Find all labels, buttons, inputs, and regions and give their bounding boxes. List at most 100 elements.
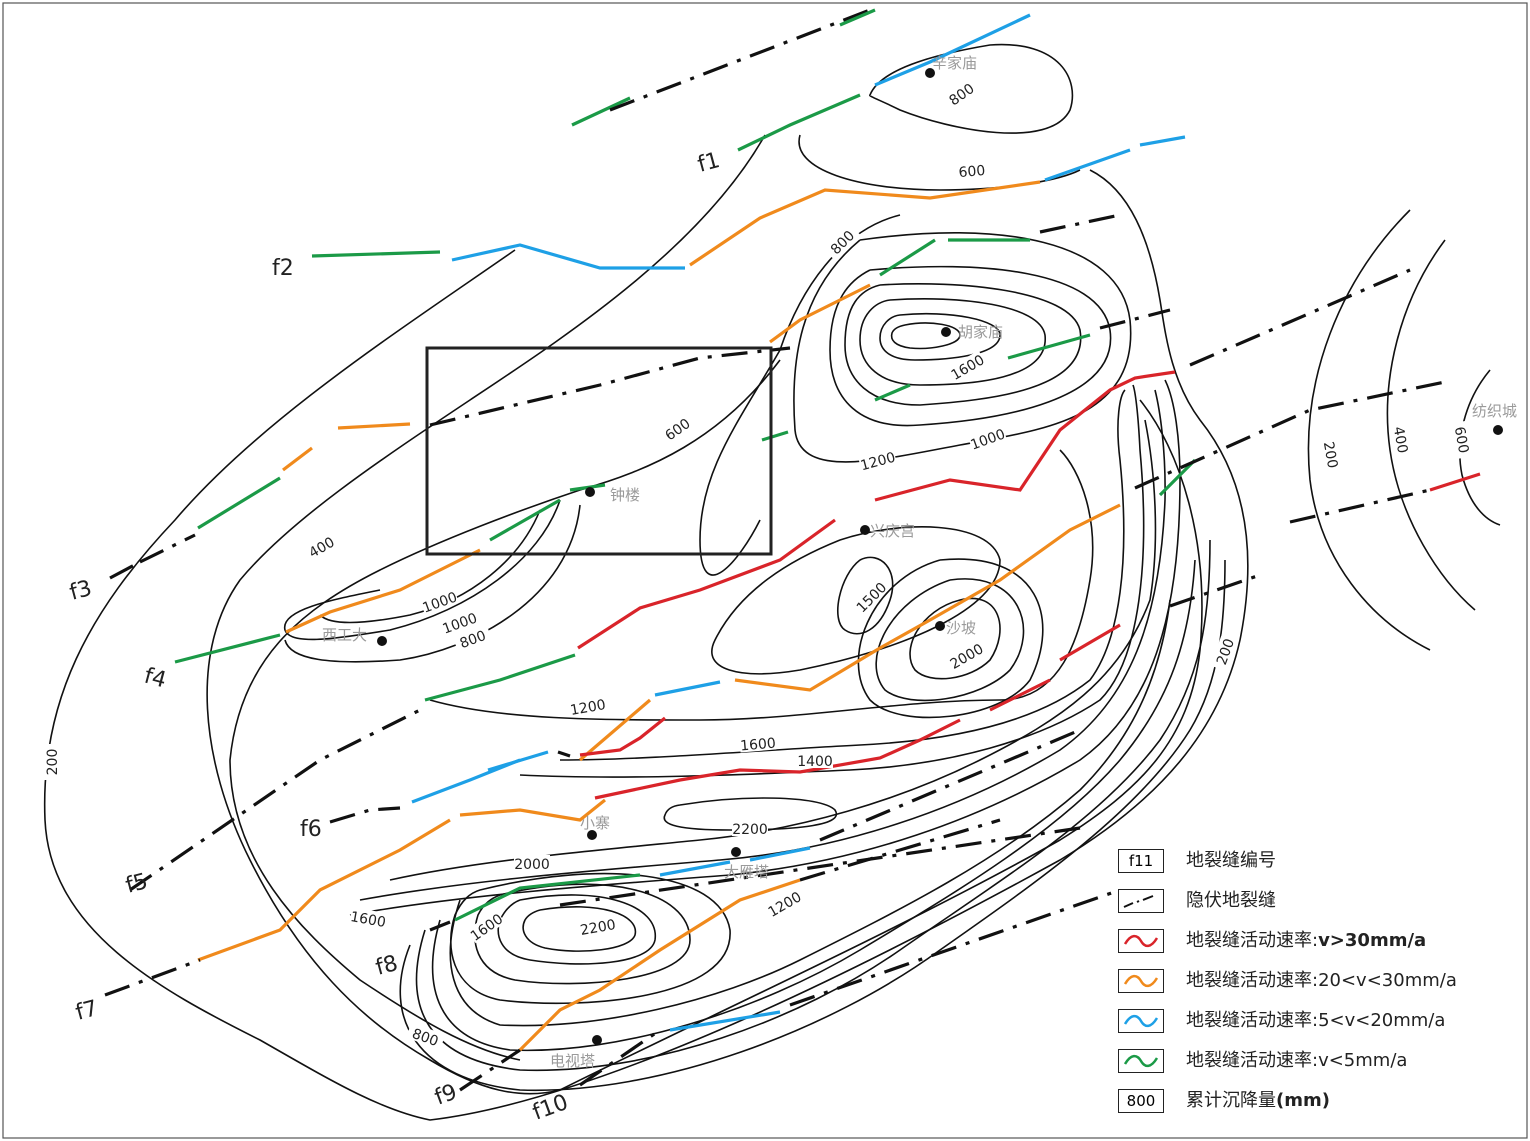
legend-symbol-blue	[1118, 1009, 1164, 1033]
legend-label: 地裂缝活动速率:5<v<20mm/a	[1186, 1010, 1446, 1031]
contour-label-bg	[301, 530, 341, 563]
contour-800-xinjia	[869, 43, 1074, 134]
place-label-xigongda: 西工大	[322, 626, 367, 644]
fault-ids: f1 f2 f3 f4 f5 f6 f7 f8 f9 f10	[67, 148, 722, 1126]
place-label-dayanta: 大雁塔	[724, 863, 769, 881]
fault-segment-green	[454, 873, 641, 922]
contour-label-text: 800	[410, 1026, 441, 1050]
hidden-fault-segment	[429, 346, 791, 427]
hidden-fault-segment	[559, 826, 1081, 907]
fault-id-f4: f4	[141, 664, 168, 694]
contour-label: 1600	[349, 907, 388, 931]
fault-id-f7: f7	[73, 996, 100, 1026]
hidden-fault-segment	[609, 8, 871, 112]
contour-label-bg	[967, 424, 1007, 452]
fault-id-f5: f5	[123, 869, 150, 899]
contour-label-bg	[953, 160, 991, 180]
contour-800-xigong	[284, 504, 581, 663]
fault-segment-red	[1429, 472, 1481, 492]
contour-label-bg	[858, 447, 897, 473]
contour-label-bg	[823, 223, 860, 260]
fault-id-f2: f2	[272, 256, 294, 281]
contour-1200-south	[431, 559, 1196, 1052]
contour-1400-hu	[844, 283, 1082, 406]
contour-label-bg	[349, 907, 388, 930]
fault-segment-red	[989, 678, 1051, 712]
hidden-fault-segment	[799, 818, 1001, 882]
fault-segment-orange	[459, 798, 606, 822]
fault-segment-green	[569, 483, 606, 492]
contour-label-text: 1400	[797, 754, 833, 770]
contour-label: 1000	[967, 424, 1008, 454]
hidden-fault-segment	[139, 533, 196, 564]
contour-label-bg	[578, 915, 617, 938]
fault-segment-green	[1158, 458, 1197, 497]
contour-1600-dianshi	[449, 872, 731, 1005]
fault-segment-red	[874, 370, 1176, 502]
contour-label-text: 1000	[969, 426, 1008, 453]
contour-label-bg	[797, 752, 833, 768]
dashdot-line-icon	[1123, 895, 1154, 908]
contour-label: 1600	[739, 733, 777, 755]
hidden-fault-segment	[1039, 213, 1121, 234]
contour-label-bg	[452, 624, 492, 652]
fault-segment-blue	[1044, 148, 1131, 182]
place-label-xiaozhai: 小寨	[580, 814, 610, 832]
place-label-xinjiamiao: 辛家庙	[932, 54, 977, 72]
contour-label: 1200	[764, 887, 804, 921]
hidden-fault-segment	[129, 708, 421, 892]
contour-1800-dianshi	[474, 883, 691, 985]
hidden-fault-segment	[1289, 488, 1431, 524]
contour-1800-shapo	[875, 578, 1025, 702]
fault-segment-orange	[734, 503, 1121, 692]
contour-label-bg	[946, 639, 986, 672]
fault-segment-orange	[197, 818, 451, 962]
fault-id-f8: f8	[373, 951, 400, 981]
fault-segment-green	[174, 633, 281, 664]
contour-label: 400	[301, 530, 341, 563]
legend-symbol-text: f11	[1128, 852, 1154, 870]
place-label-dianshita: 电视塔	[550, 1052, 595, 1070]
fault-segment-blue	[749, 846, 811, 862]
hidden-fault-segment	[104, 958, 201, 997]
fault-segment-green	[571, 96, 631, 127]
place-dot-shapo	[935, 621, 945, 631]
contour-label-text: 400	[1390, 425, 1410, 454]
contour-label-bg	[439, 608, 479, 636]
contour-label-bg	[1210, 631, 1238, 671]
contour-1000-xigong	[284, 499, 561, 641]
legend: f11 地裂缝编号 隐伏地裂缝 地裂缝活动速率:v>30mm/a 地裂缝活动速率…	[1118, 843, 1518, 1123]
hidden-fault-segment	[1189, 268, 1411, 367]
fault-segment-green	[311, 250, 441, 258]
legend-symbol-orange	[1118, 969, 1164, 993]
fault-segment-blue	[451, 243, 685, 270]
place-dot-xingqinggong	[860, 525, 870, 535]
hidden-fault-segment	[1099, 308, 1171, 330]
contour-1800-band	[359, 389, 1166, 901]
contour-label: 1000	[419, 587, 459, 617]
contour-label-text: 1600	[740, 735, 777, 754]
fault-segment-blue	[654, 680, 721, 697]
contour-label-bg	[852, 578, 889, 615]
fault-id-f1: f1	[695, 148, 722, 178]
fault-segment-orange	[578, 698, 652, 762]
fault-id-f3: f3	[67, 576, 94, 606]
contour-600-west	[229, 359, 781, 1061]
legend-symbol-hidden-fault	[1118, 889, 1164, 913]
fault-id-f9: f9	[432, 1080, 461, 1111]
contour-label-bg	[1451, 420, 1474, 459]
legend-symbol-green	[1118, 1049, 1164, 1073]
contour-label-bg	[43, 744, 59, 780]
legend-symbol-subsidence: 800	[1118, 1089, 1164, 1113]
contour-400	[206, 134, 1203, 1095]
fault-segment-blue	[659, 860, 731, 877]
fault-id-f10: f10	[530, 1090, 572, 1126]
contour-label-text: 1600	[349, 909, 387, 931]
contour-label-text: 2200	[579, 917, 617, 939]
legend-item-rate-green: 地裂缝活动速率:v<5mm/a	[1118, 1043, 1518, 1083]
contour-1600-band	[559, 389, 1126, 761]
contour-label-bg	[406, 1022, 446, 1050]
legend-item-subsidence: 800 累计沉降量(mm)	[1118, 1083, 1518, 1123]
